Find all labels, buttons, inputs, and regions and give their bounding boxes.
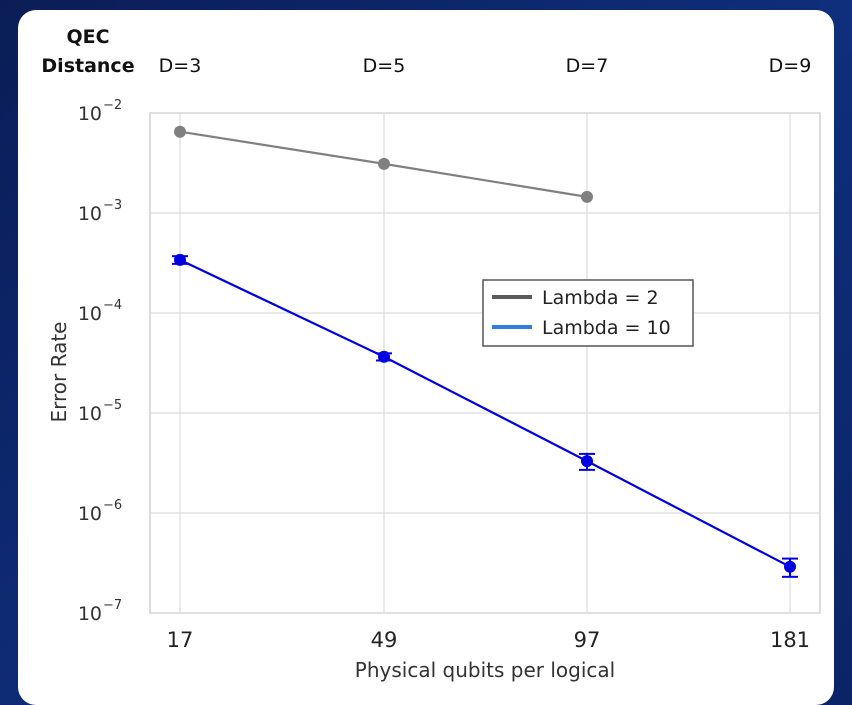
x-tick-label-2: 97	[574, 628, 601, 652]
distance-label-3: D=9	[769, 55, 812, 77]
series-0-point-2	[581, 190, 593, 203]
series-0	[174, 125, 593, 203]
distance-label-2: D=7	[566, 55, 609, 77]
x-axis-label: Physical qubits per logical	[355, 658, 615, 682]
series-1-point-1	[378, 350, 390, 363]
y-tick-exp-4: −6	[103, 498, 122, 513]
legend: Lambda = 2 Lambda = 10	[482, 279, 694, 347]
y-tick-exp-2: −4	[103, 298, 122, 313]
y-tick-label-2: 10 −4	[78, 298, 122, 325]
y-tick-exp-0: −2	[103, 98, 122, 113]
y-tick-base-3: 10	[78, 403, 102, 425]
x-tick-label-3: 181	[770, 628, 810, 652]
x-tick-label-0: 17	[167, 628, 194, 652]
series-1	[172, 253, 798, 578]
distance-labels: D=3 D=5 D=7 D=9	[159, 55, 812, 77]
x-tick-labels: 17 49 97 181	[167, 628, 810, 652]
y-tick-base-0: 10	[78, 103, 102, 125]
y-tick-label-0: 10 −2	[78, 98, 122, 125]
series-0-point-1	[378, 157, 390, 170]
series-layer	[172, 125, 798, 578]
y-tick-exp-1: −3	[103, 198, 122, 213]
y-tick-exp-3: −5	[103, 398, 122, 413]
y-tick-label-3: 10 −5	[78, 398, 122, 425]
y-tick-base-4: 10	[78, 503, 102, 525]
y-tick-label-4: 10 −6	[78, 498, 122, 525]
plot-area	[149, 112, 821, 614]
y-axis-label: Error Rate	[47, 322, 71, 423]
qec-distance-label-line2: Distance	[41, 55, 134, 77]
legend-box	[482, 279, 694, 347]
error-rate-chart: QEC Distance D=3 D=5 D=7 D=9 10−210−310−410…	[41, 26, 821, 682]
distance-label-0: D=3	[159, 55, 202, 77]
x-tick-label-1: 49	[371, 628, 398, 652]
y-tick-exp-5: −7	[103, 598, 122, 613]
y-tick-base-2: 10	[78, 303, 102, 325]
series-1-point-0	[174, 253, 186, 266]
series-1-point-3	[784, 560, 796, 573]
y-tick-base-1: 10	[78, 203, 102, 225]
y-tick-label-1: 10 −3	[78, 198, 122, 225]
series-0-point-0	[174, 125, 186, 138]
chart-card: QEC Distance D=3 D=5 D=7 D=9 10 −2 10 −3 10 −4 10…	[18, 10, 834, 705]
series-1-line	[179, 258, 791, 568]
legend-label-0: Lambda = 2	[542, 287, 659, 309]
y-tick-labels: 10−210−310−410−510−610−7	[78, 98, 122, 625]
legend-label-1: Lambda = 10	[542, 317, 671, 339]
y-tick-base-5: 10	[78, 603, 102, 625]
series-1-point-2	[581, 455, 593, 468]
distance-label-1: D=5	[363, 55, 406, 77]
qec-distance-label-line1: QEC	[66, 26, 109, 48]
y-tick-label-5: 10 −7	[78, 598, 122, 625]
